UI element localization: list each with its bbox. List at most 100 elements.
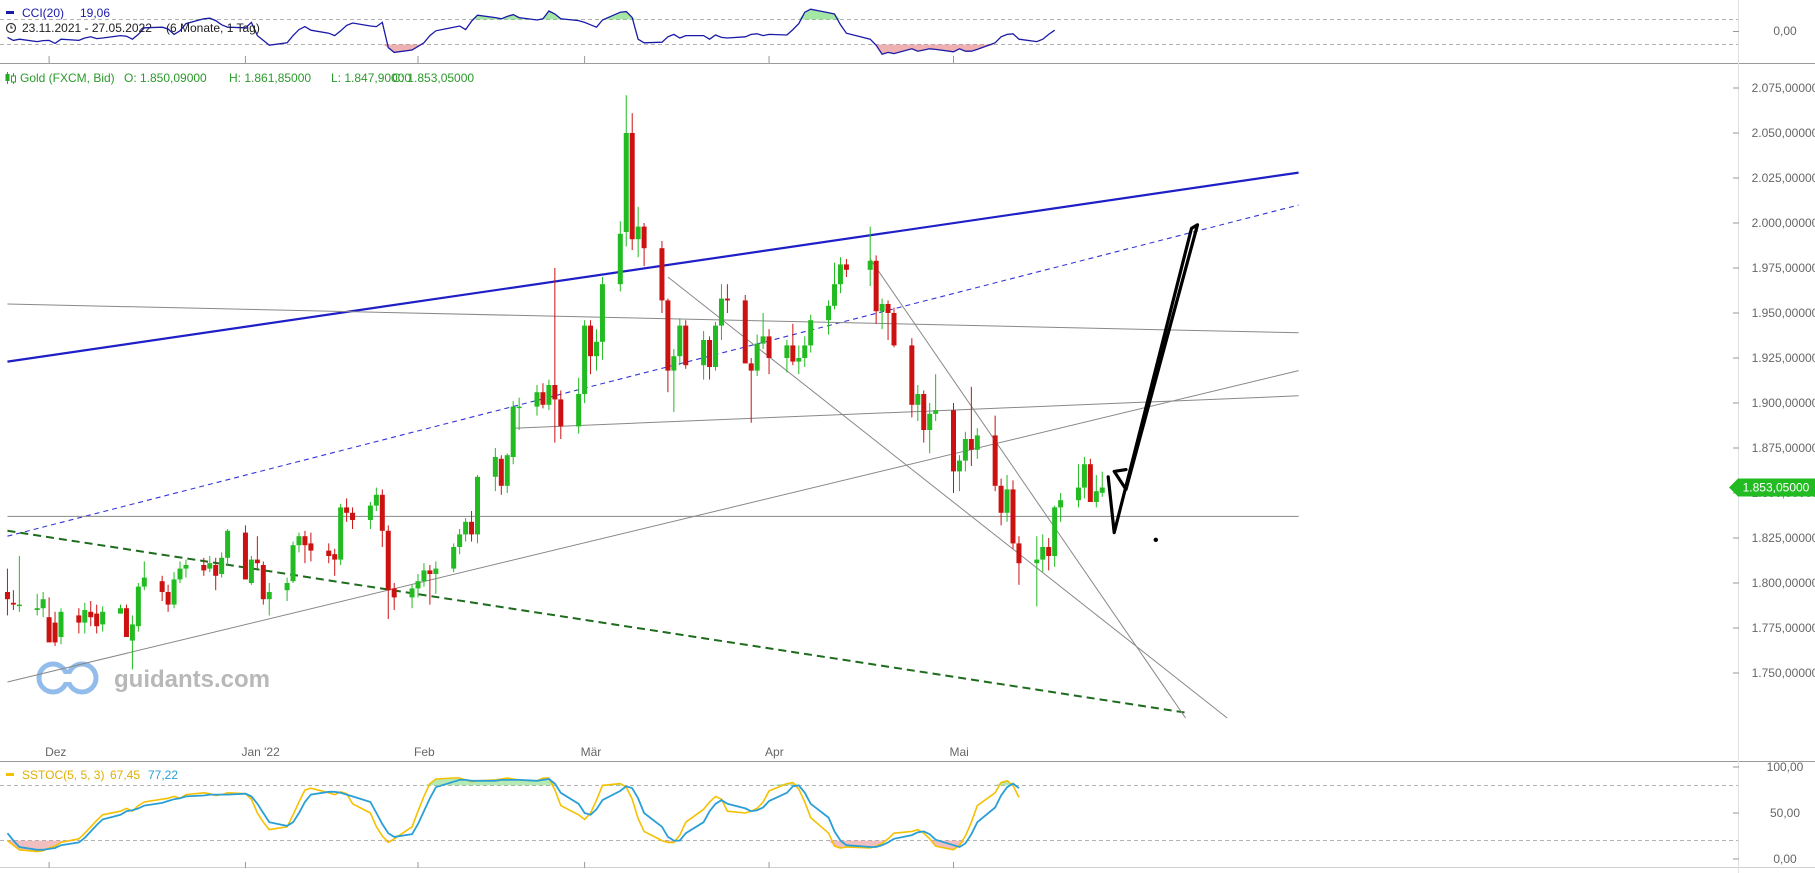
stoch-axis-label: 0,00: [1773, 852, 1797, 866]
candle-body: [183, 565, 189, 569]
trendline-gray-horizontal-mid: [513, 395, 1299, 429]
candle-body: [796, 358, 802, 362]
stoch-d-line: [6, 778, 1020, 851]
candle-body: [1016, 543, 1022, 564]
candle-body: [1046, 547, 1052, 556]
candle-body: [707, 340, 713, 367]
candle-body: [1087, 464, 1093, 502]
candle-body: [974, 435, 980, 450]
candle-body: [718, 298, 724, 326]
last-price-label: 1.853,05000: [1743, 481, 1810, 495]
candle-body: [951, 410, 956, 472]
candle-body: [832, 284, 837, 306]
stoch-legend: SSTOC(5, 5, 3) 67,45 77,22: [6, 768, 178, 782]
cci-fill-areas: [185, 9, 996, 55]
candle-body: [867, 260, 873, 270]
candle-body: [962, 439, 968, 461]
cci-axis-label: 0,00: [1773, 24, 1797, 38]
candle-body: [350, 512, 356, 520]
candle-body: [385, 530, 391, 591]
candle-body: [290, 545, 296, 582]
candle-body: [516, 406, 522, 409]
candle-body: [100, 611, 106, 625]
price-axis-label: 1.800,00000: [1752, 576, 1815, 590]
candle-body: [683, 325, 689, 366]
candle-body: [415, 581, 421, 589]
candle-body: [373, 494, 379, 506]
stoch-fill-areas: [7, 778, 1013, 852]
candle-body: [1004, 489, 1010, 513]
candle-body: [790, 345, 796, 362]
trendlines: [7, 171, 1299, 719]
candle-body: [504, 455, 510, 486]
date-axis-label: Dez: [45, 745, 66, 759]
cci-overbought-fill: [828, 12, 835, 20]
candle-body: [1075, 487, 1081, 501]
candle-body: [46, 617, 52, 643]
cci-oversold-fill: [953, 44, 960, 52]
stoch-oversold-fill: [37, 840, 44, 852]
candle-body: [594, 341, 599, 357]
cci-line: [7, 8, 1056, 55]
candle-body: [427, 570, 433, 574]
candle-body: [1093, 491, 1099, 502]
cci-overbought-fill: [632, 17, 639, 20]
candle-body: [201, 565, 207, 571]
stoch-panel: SSTOC(5, 5, 3) 67,45 77,22 100,00 50,00 0,…: [0, 760, 1804, 866]
candle-body: [766, 336, 772, 358]
candle-body: [469, 521, 475, 535]
candle-body: [171, 579, 177, 605]
price-axis: 2.075,00000 2.050,00000 2.025,00000 2.000,0…: [1733, 81, 1815, 680]
candle-body: [558, 399, 564, 427]
candle-body: [421, 570, 427, 582]
candle-body: [248, 559, 254, 583]
date-axis: Dez Jan '22 Feb Mär Apr Mai: [45, 56, 969, 868]
candle-body: [599, 284, 605, 342]
candle-body: [921, 394, 927, 430]
candle-body: [409, 588, 415, 598]
candle-body: [433, 568, 439, 574]
candle-body: [302, 536, 308, 546]
trendline-gray-falling-trend-1: [667, 276, 1228, 719]
candle-body: [742, 300, 748, 364]
open-value: O: 1.850,09000: [124, 71, 207, 85]
candle-body: [284, 583, 290, 591]
candle-body: [635, 226, 641, 240]
candle-body: [724, 298, 730, 301]
candle-body: [665, 300, 671, 371]
trendline-gray-falling-trend-2: [869, 258, 1186, 719]
annotation-dot: [1153, 537, 1159, 542]
date-axis-label: Mär: [581, 745, 602, 759]
candle-body: [391, 588, 397, 598]
cci-overbought-fill: [185, 18, 204, 20]
candle-body: [873, 260, 879, 312]
cci-oversold-fill: [929, 44, 936, 50]
candle-body: [748, 363, 754, 371]
instrument-legend: Gold (FXCM, Bid) O: 1.850,09000 H: 1.861…: [5, 71, 474, 85]
cci-legend: CCI(20) 19,06 23.11.2021 - 27.05.2022 (6…: [5, 6, 260, 35]
hand-drawn-annotation: [1106, 223, 1200, 542]
trendline-gray-rising-trend: [7, 370, 1299, 683]
cci-overbought-fill: [507, 14, 514, 20]
candle-body: [879, 304, 885, 312]
candle-body: [837, 264, 843, 285]
candle-body: [135, 586, 141, 627]
candle-body: [296, 536, 302, 546]
candlestick-icon: [5, 72, 16, 84]
cci-oversold-fill: [882, 44, 889, 55]
candle-body: [760, 336, 766, 344]
candle-body: [40, 599, 46, 609]
stoch-d-value: 77,22: [148, 768, 178, 782]
candle-body: [754, 343, 760, 371]
date-axis-label: Apr: [765, 745, 784, 759]
candle-body: [826, 305, 832, 321]
candle-body: [843, 264, 849, 270]
candle-body: [492, 457, 498, 477]
price-axis-label: 1.900,00000: [1752, 396, 1815, 410]
candle-body: [326, 550, 332, 556]
guidants-watermark: guidants.com: [36, 661, 270, 695]
cci-value: 19,06: [80, 6, 110, 20]
candle-body: [88, 611, 94, 618]
candle-body: [94, 613, 100, 627]
